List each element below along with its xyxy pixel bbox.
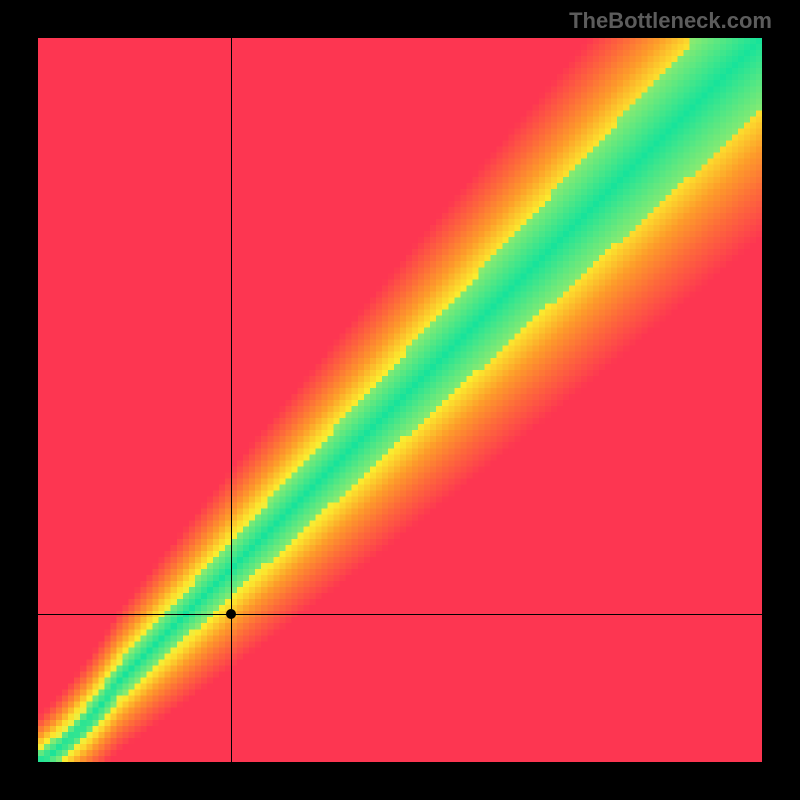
watermark-text: TheBottleneck.com bbox=[569, 8, 772, 34]
crosshair-horizontal bbox=[38, 614, 762, 615]
crosshair-vertical bbox=[231, 38, 232, 762]
chart-container: TheBottleneck.com bbox=[0, 0, 800, 800]
plot-area bbox=[38, 38, 762, 762]
heatmap-canvas bbox=[38, 38, 762, 762]
crosshair-marker bbox=[226, 609, 236, 619]
